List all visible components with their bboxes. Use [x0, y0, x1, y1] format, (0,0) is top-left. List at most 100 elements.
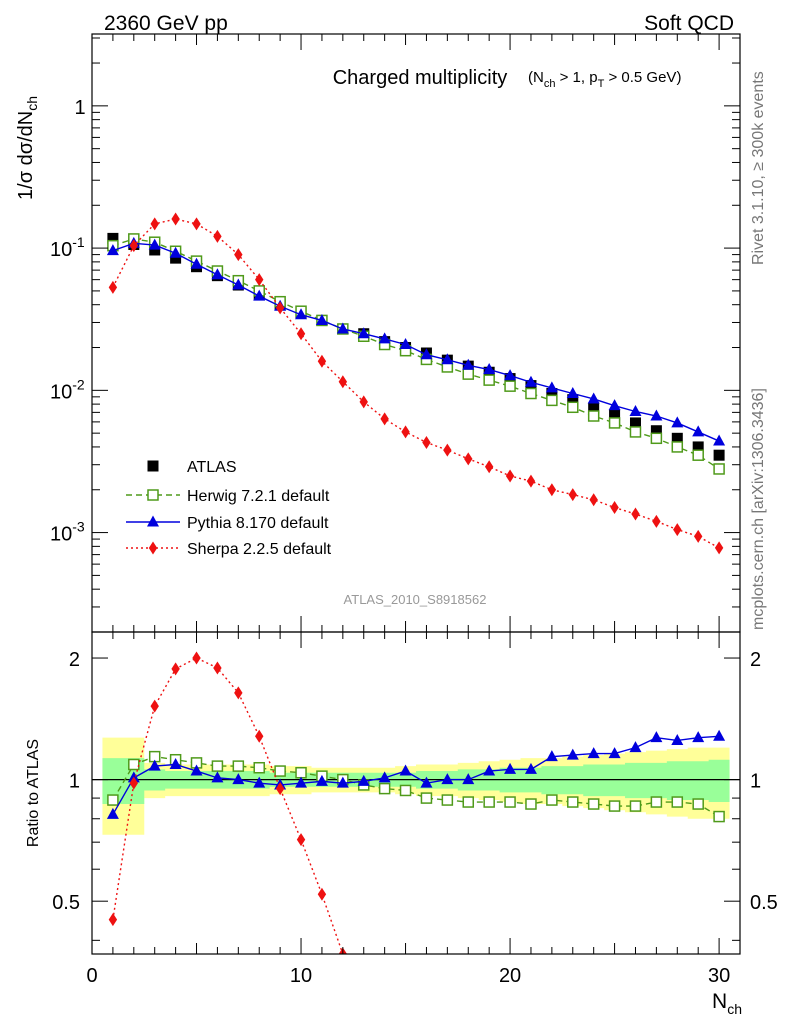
ratio-point: [567, 796, 579, 808]
data-point: [483, 363, 496, 375]
data-point: [234, 248, 243, 262]
ratio-uncertainty-band-inner: [102, 758, 730, 805]
ratio-ylabel: Ratio to ATLAS: [25, 739, 42, 847]
data-point: [253, 289, 266, 301]
data-point: [525, 387, 537, 400]
y-tick-label: 10-3: [50, 519, 85, 546]
data-point: [357, 327, 370, 339]
data-point: [692, 441, 704, 453]
legend-label: Pythia 8.170 default: [187, 515, 329, 532]
legend-marker: [147, 460, 159, 472]
data-point: [713, 449, 725, 461]
mcplots-reference-label: mcplots.cern.ch [arXiv:1306.3436]: [750, 388, 767, 630]
ratio-data-layer: [92, 651, 740, 954]
main-data-layer: [106, 212, 726, 555]
data-point: [629, 404, 642, 416]
series-line-pythia-8-170-default: [112, 242, 720, 442]
x-tick-label: 10: [290, 965, 312, 987]
data-point: [545, 381, 558, 393]
data-point: [171, 212, 180, 226]
data-point: [484, 460, 494, 474]
data-point: [629, 426, 642, 438]
data-point: [149, 244, 161, 256]
ratio-point: [587, 747, 600, 759]
data-point: [587, 392, 600, 404]
ratio-y-tick-label-right: 1: [750, 771, 761, 793]
ratio-y-tick-label: 0.5: [52, 892, 80, 914]
ratio-point: [357, 774, 370, 786]
legend-label: Herwig 7.2.1 default: [187, 488, 330, 505]
data-point: [567, 401, 579, 414]
data-point: [380, 412, 389, 426]
ratio-point: [650, 731, 663, 743]
legend-item-pythia-8-170-default: Pythia 8.170 default: [126, 515, 329, 532]
data-point: [713, 463, 725, 475]
ratio-panel-frame: [91, 631, 741, 955]
data-point: [106, 244, 119, 256]
ratio-xlabel: Nch: [712, 990, 742, 1017]
ratio-point: [171, 662, 180, 676]
data-point: [443, 443, 452, 457]
data-point: [399, 338, 412, 350]
ratio-point: [234, 686, 243, 700]
x-tick-label: 20: [499, 965, 521, 987]
ratio-point: [525, 798, 537, 810]
y-tick-label: 10-2: [50, 376, 85, 403]
data-point: [420, 348, 433, 360]
data-point: [610, 501, 619, 515]
header-category-label: Soft QCD: [644, 12, 734, 35]
data-point: [295, 308, 308, 320]
ratio-series-layer: [106, 651, 726, 954]
data-point: [108, 280, 118, 294]
ratio-point: [253, 761, 265, 774]
ratio-y-tick-label: 2: [69, 649, 80, 671]
ratio-panel: 0.5 0.51 12 20 10 20 30 Ratio to ATLAS Nch: [25, 631, 778, 1017]
ratio-point: [441, 773, 454, 785]
ratio-point: [211, 760, 224, 772]
ratio-point: [106, 807, 119, 819]
data-point: [441, 353, 454, 365]
data-point: [483, 374, 495, 386]
ratio-point: [504, 762, 517, 774]
ratio-point: [462, 796, 475, 808]
data-point: [464, 452, 473, 466]
ratio-point: [692, 798, 704, 810]
legend-marker: [147, 489, 159, 501]
ratio-y-tick-label-right: 0.5: [750, 892, 778, 914]
header-beam-label: 2360 GeV pp: [104, 12, 228, 35]
data-point: [232, 278, 245, 290]
data-point: [526, 474, 536, 488]
data-point: [547, 483, 557, 497]
ratio-point: [441, 794, 454, 806]
data-point: [169, 246, 182, 258]
data-point: [150, 217, 159, 231]
ratio-point: [275, 782, 285, 796]
main-panel: 1 10-1 10-2 10-3 Charged multiplicity (Nch …: [15, 33, 741, 633]
ratio-point: [608, 800, 621, 812]
ratio-point: [587, 798, 600, 810]
ratio-point: [295, 776, 308, 788]
ratio-point: [713, 810, 725, 823]
ratio-point: [545, 750, 558, 762]
ratio-point: [524, 762, 537, 774]
data-point: [275, 301, 285, 315]
data-point: [148, 238, 161, 250]
data-point: [650, 409, 663, 421]
ratio-point: [213, 661, 222, 675]
ratio-point: [483, 796, 495, 808]
ratio-point: [629, 741, 642, 753]
data-point: [546, 394, 558, 407]
series-sherpa-2-2-5-default: [108, 212, 724, 555]
ratio-point: [150, 699, 159, 713]
data-point: [568, 488, 577, 502]
data-point: [190, 257, 203, 269]
data-point: [378, 332, 391, 344]
ratio-point: [608, 747, 621, 759]
legend-marker: [148, 541, 158, 555]
data-point: [422, 435, 431, 449]
data-point: [692, 425, 705, 437]
x-tick-label: 30: [708, 965, 730, 987]
ratio-point: [232, 773, 245, 785]
ratio-point: [274, 765, 286, 777]
